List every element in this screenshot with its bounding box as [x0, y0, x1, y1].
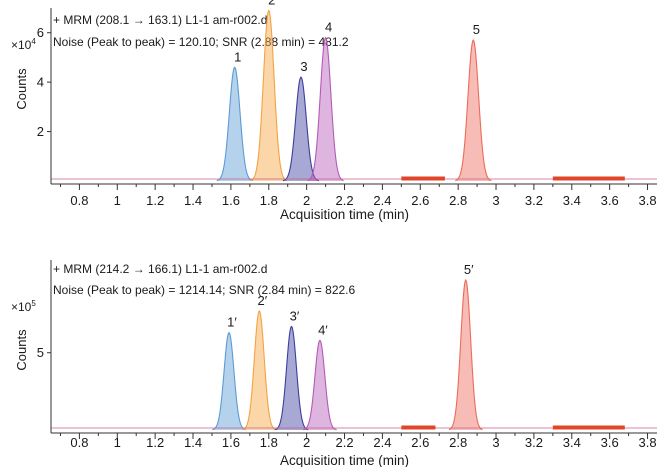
- noise-region-bar: [552, 176, 625, 181]
- y-tick-label: 2: [37, 124, 44, 139]
- chart-header-line2: Noise (Peak to peak) = 120.10; SNR (2.88…: [53, 35, 349, 49]
- peak-fill-4′: [303, 340, 337, 430]
- x-tick-label: 2: [303, 193, 310, 208]
- chromatogram-panel-top: + MRM (208.1 → 163.1) L1-1 am-r002.d Nois…: [11, 0, 657, 222]
- x-tick-label: 1.2: [146, 193, 164, 208]
- y-tick-label: 5: [37, 345, 44, 360]
- peak-trace-4′: [303, 339, 337, 431]
- peak-trace-1: [216, 66, 253, 182]
- x-tick-label: 2.6: [411, 435, 429, 450]
- chart-header-line1: + MRM (208.1 → 163.1) L1-1 am-r002.d: [53, 13, 267, 27]
- peak-label: 2′: [257, 293, 267, 308]
- x-tick-label: 2.8: [449, 435, 467, 450]
- x-tick-label: 2.4: [373, 193, 391, 208]
- x-tick-label: 1.8: [260, 435, 278, 450]
- peak-label: 4: [325, 20, 332, 35]
- peak-trace-1′: [212, 331, 246, 431]
- noise-region-bar: [401, 176, 445, 181]
- peak-trace-2: [250, 9, 288, 181]
- y-axis-label: Counts: [14, 68, 29, 110]
- x-tick-label: 3: [492, 435, 499, 450]
- peak-fill-5′: [448, 280, 483, 430]
- peak-label: 4′: [318, 322, 328, 337]
- x-tick-label: 1: [114, 435, 121, 450]
- x-tick-label: 0.8: [70, 435, 88, 450]
- y-scale-factor: ×104: [11, 37, 36, 52]
- chart-header-line1: + MRM (214.2 → 166.1) L1-1 am-r002.d: [53, 262, 267, 276]
- peak-trace-5′: [448, 278, 483, 431]
- peak-fill-2: [250, 10, 287, 181]
- x-tick-label: 3.2: [525, 435, 543, 450]
- peak-label: 3: [300, 59, 307, 74]
- peak-fill-3′: [274, 326, 309, 430]
- noise-region-bar: [401, 425, 436, 430]
- x-tick-label: 1.4: [184, 435, 202, 450]
- x-tick-label: 3.4: [563, 435, 581, 450]
- peak-label: 5′: [464, 262, 474, 277]
- x-tick-label: 3.8: [638, 435, 656, 450]
- peak-trace-4: [307, 36, 344, 182]
- peak-label: 2: [268, 0, 275, 7]
- x-tick-label: 3.4: [563, 193, 581, 208]
- chromatogram-panel-bottom: + MRM (214.2 → 166.1) L1-1 am-r002.d Nois…: [11, 260, 657, 468]
- x-tick-label: 2.6: [411, 193, 429, 208]
- noise-region-bar: [552, 425, 625, 430]
- peak-trace-5: [455, 39, 492, 182]
- x-tick-label: 2.4: [373, 435, 391, 450]
- x-axis-label: Acquisition time (min): [280, 207, 409, 222]
- peak-fill-1: [216, 67, 253, 181]
- x-tick-label: 3.2: [525, 193, 543, 208]
- x-tick-label: 3.6: [601, 435, 619, 450]
- y-tick-label: 6: [37, 25, 44, 40]
- peak-fill-3: [282, 77, 319, 181]
- x-tick-label: 2.2: [335, 435, 353, 450]
- x-tick-label: 1.4: [184, 193, 202, 208]
- peak-fill-2′: [242, 311, 277, 430]
- x-tick-label: 3: [492, 193, 499, 208]
- x-tick-label: 3.6: [601, 193, 619, 208]
- chart-header-line2: Noise (Peak to peak) = 1214.14; SNR (2.8…: [53, 283, 355, 297]
- x-tick-label: 1.8: [260, 193, 278, 208]
- y-scale-factor: ×105: [11, 299, 36, 314]
- x-tick-label: 2: [303, 435, 310, 450]
- x-tick-label: 1: [114, 193, 121, 208]
- peak-fill-5: [455, 40, 492, 181]
- peak-label: 5: [473, 22, 480, 37]
- y-axis-label: Counts: [14, 329, 29, 371]
- x-tick-label: 0.8: [70, 193, 88, 208]
- peak-fill-1′: [212, 332, 246, 430]
- x-tick-label: 2.8: [449, 193, 467, 208]
- x-tick-label: 1.6: [222, 193, 240, 208]
- x-tick-label: 3.8: [638, 193, 656, 208]
- y-tick-label: 4: [37, 75, 44, 90]
- peak-label: 1: [234, 49, 241, 64]
- x-tick-label: 2.2: [335, 193, 353, 208]
- peak-fill-4: [307, 37, 344, 181]
- x-tick-label: 1.6: [222, 435, 240, 450]
- peak-trace-2′: [242, 310, 277, 431]
- x-tick-label: 1.2: [146, 435, 164, 450]
- peak-label: 3′: [290, 308, 300, 323]
- peak-label: 1′: [227, 315, 237, 330]
- x-axis-label: Acquisition time (min): [280, 453, 409, 467]
- peak-trace-3′: [274, 325, 309, 431]
